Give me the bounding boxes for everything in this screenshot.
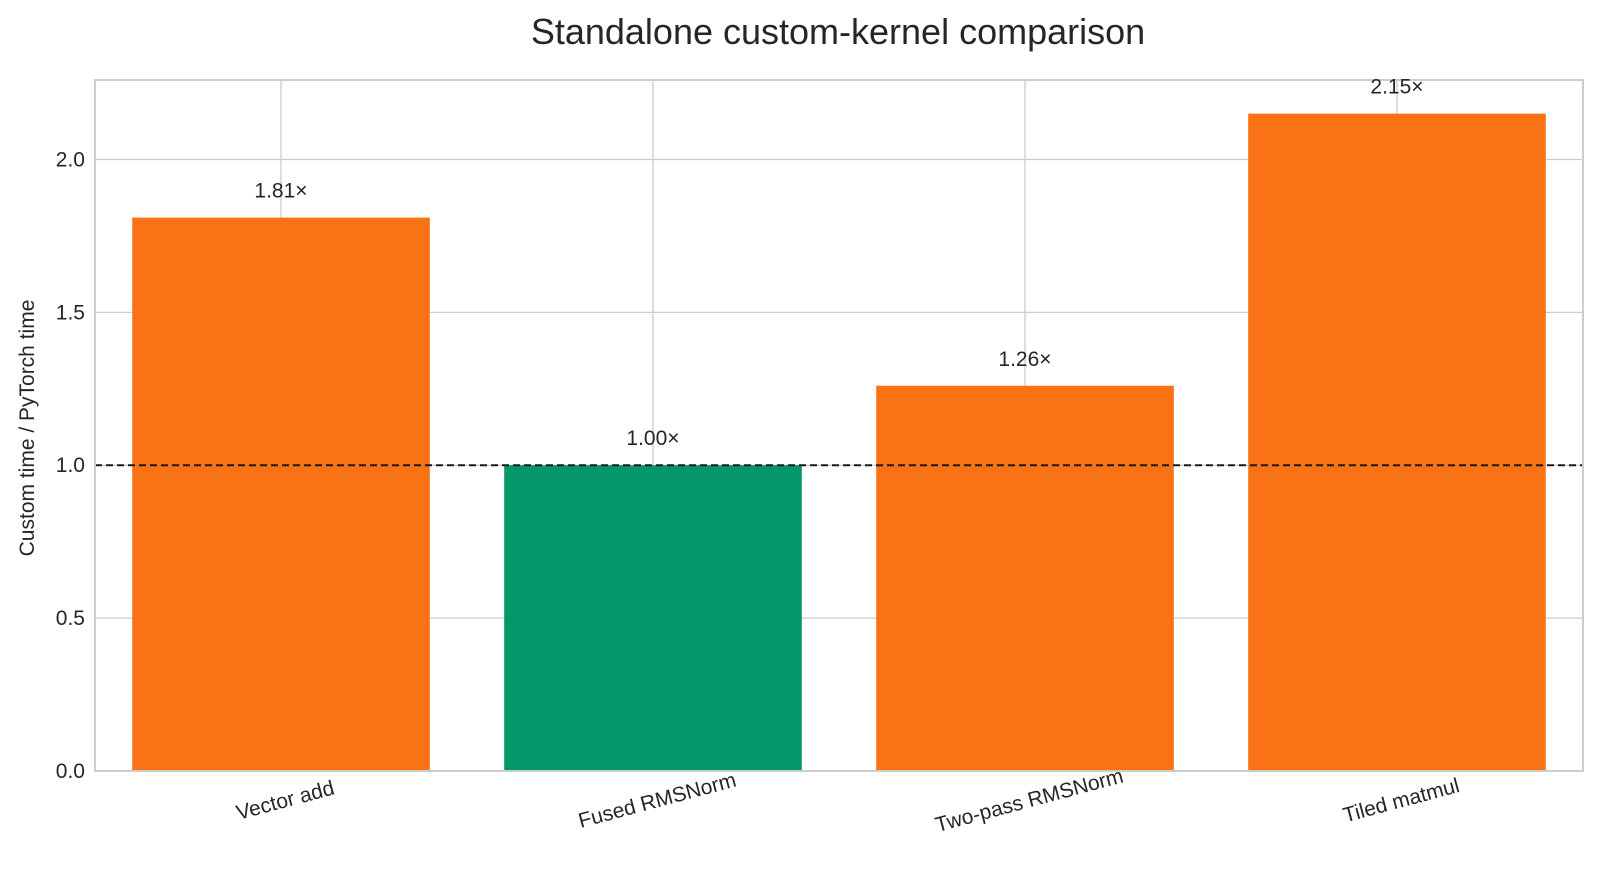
data-label: 1.81×	[254, 180, 307, 203]
bars	[132, 113, 1546, 771]
x-axis-ticks: Vector add Fused RMSNorm Two-pass RMSNorm T…	[234, 765, 1462, 837]
y-tick-label: 1.0	[56, 454, 85, 477]
data-label: 1.26×	[998, 348, 1051, 371]
x-tick-label: Two-pass RMSNorm	[933, 765, 1126, 837]
bar	[876, 385, 1174, 771]
x-tick-label: Vector add	[234, 777, 337, 825]
y-tick-label: 0.5	[56, 607, 85, 630]
data-labels: 1.81× 1.00× 1.26× 2.15×	[254, 76, 1423, 451]
bar	[504, 465, 802, 771]
bar	[132, 217, 430, 771]
y-tick-label: 2.0	[56, 148, 85, 171]
chart-title: Standalone custom-kernel comparison	[531, 11, 1145, 52]
x-tick-label: Tiled matmul	[1341, 774, 1462, 827]
y-tick-label: 1.5	[56, 301, 85, 324]
plot-frame	[94, 79, 1584, 772]
y-axis-ticks: 0.0 0.5 1.0 1.5 2.0	[56, 148, 85, 783]
y-axis-label: Custom time / PyTorch time	[16, 300, 39, 557]
y-tick-label: 0.0	[56, 760, 85, 783]
data-label: 1.00×	[626, 427, 679, 450]
bar	[1248, 113, 1546, 771]
x-tick-label: Fused RMSNorm	[576, 769, 739, 833]
data-label: 2.15×	[1370, 76, 1423, 99]
